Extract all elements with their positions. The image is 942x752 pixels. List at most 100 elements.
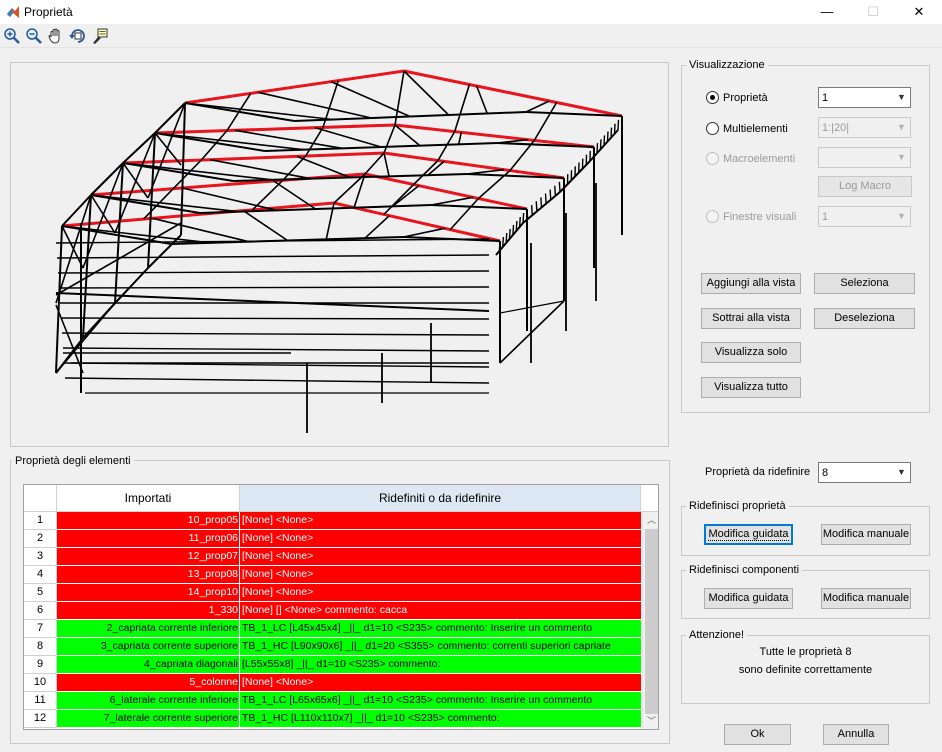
aggiungi-alla-vista-button[interactable]: Aggiungi alla vista bbox=[701, 273, 801, 294]
table-row[interactable]: 2 11_prop06 [None] <None> bbox=[24, 530, 641, 548]
modifica-guidata-componenti-button[interactable]: Modifica guidata bbox=[704, 588, 793, 609]
proprieta-select[interactable]: 1 ▼ bbox=[818, 87, 911, 108]
maximize-button: ☐ bbox=[867, 4, 879, 19]
proprieta-da-ridefinire-label: Proprietà da ridefinire bbox=[705, 466, 811, 478]
ok-button[interactable]: Ok bbox=[724, 724, 791, 745]
proprieta-label: Proprietà bbox=[723, 92, 768, 104]
deseleziona-button[interactable]: Deseleziona bbox=[814, 308, 915, 329]
matlab-logo-icon bbox=[7, 6, 19, 18]
chevron-down-icon: ▼ bbox=[897, 467, 906, 477]
rotate-3d-icon[interactable] bbox=[68, 26, 88, 46]
proprieta-radio[interactable] bbox=[706, 91, 719, 104]
redefined-cell[interactable]: [None] <None> bbox=[240, 548, 641, 566]
ridefinisci-componenti-title: Ridefinisci componenti bbox=[686, 564, 803, 576]
minimize-button[interactable]: — bbox=[820, 4, 834, 19]
redefined-cell[interactable]: TB_1_HC [L90x90x6] _||_ d1=20 <S355> com… bbox=[240, 638, 641, 656]
proprieta-da-ridefinire-select[interactable]: 8 ▼ bbox=[818, 462, 911, 483]
visualizza-tutto-button[interactable]: Visualizza tutto bbox=[701, 377, 801, 398]
properties-table[interactable]: Importati Ridefiniti o da ridefinire 1 10… bbox=[23, 484, 659, 730]
imported-cell[interactable]: 14_prop10 bbox=[57, 584, 240, 602]
column-header-ridefiniti[interactable]: Ridefiniti o da ridefinire bbox=[240, 485, 641, 512]
scroll-up-icon[interactable]: ︿ bbox=[646, 515, 656, 525]
redefined-cell[interactable]: TB_1_HC [L110x110x7] _||_ d1=10 <S235> c… bbox=[240, 710, 641, 728]
imported-cell[interactable]: 2_capriata corrente inferiore bbox=[57, 620, 240, 638]
row-number: 8 bbox=[24, 638, 57, 656]
attenzione-message-line1: Tutte le proprietà 8 bbox=[759, 646, 852, 658]
close-button[interactable]: ✕ bbox=[913, 4, 925, 19]
imported-cell[interactable]: 3_capriata corrente superiore bbox=[57, 638, 240, 656]
table-corner-header bbox=[24, 485, 57, 512]
table-row[interactable]: 12 7_laterale corrente superiore TB_1_HC [… bbox=[24, 710, 641, 728]
redefined-cell[interactable]: [None] <None> bbox=[240, 674, 641, 692]
redefined-cell[interactable]: [L55x55x8] _||_ d1=10 <S235> commento: bbox=[240, 656, 641, 674]
table-row[interactable]: 11 6_laterale corrente inferiore TB_1_LC [… bbox=[24, 692, 641, 710]
row-number: 6 bbox=[24, 602, 57, 620]
zoom-in-icon[interactable] bbox=[2, 26, 22, 46]
redefined-cell[interactable]: [None] [] <None> commento: cacca bbox=[240, 602, 641, 620]
attenzione-message-line2: sono definite correttamente bbox=[738, 664, 873, 676]
redefined-cell[interactable]: [None] <None> bbox=[240, 584, 641, 602]
row-number: 2 bbox=[24, 530, 57, 548]
table-row[interactable]: 8 3_capriata corrente superiore TB_1_HC [L… bbox=[24, 638, 641, 656]
table-header-filler bbox=[641, 485, 658, 512]
row-number: 7 bbox=[24, 620, 57, 638]
table-row[interactable]: 1 10_prop05 [None] <None> bbox=[24, 512, 641, 530]
table-row[interactable]: 3 12_prop07 [None] <None> bbox=[24, 548, 641, 566]
row-number: 3 bbox=[24, 548, 57, 566]
data-cursor-icon[interactable] bbox=[90, 26, 110, 46]
redefined-cell[interactable]: TB_1_LC [L65x65x6] _||_ d1=10 <S235> com… bbox=[240, 692, 641, 710]
figure-toolbar bbox=[0, 24, 942, 48]
table-scrollbar[interactable]: ︿ ﹀ bbox=[642, 512, 658, 729]
chevron-down-icon: ▼ bbox=[897, 152, 906, 162]
table-row[interactable]: 10 5_colonne [None] <None> bbox=[24, 674, 641, 692]
macroelementi-radio bbox=[706, 152, 719, 165]
attenzione-title: Attenzione! bbox=[686, 629, 748, 641]
table-row[interactable]: 4 13_prop08 [None] <None> bbox=[24, 566, 641, 584]
structure-3d-plot[interactable] bbox=[10, 62, 669, 447]
redefined-cell[interactable]: [None] <None> bbox=[240, 512, 641, 530]
scrollbar-thumb[interactable] bbox=[645, 529, 658, 714]
sottrai-alla-vista-button[interactable]: Sottrai alla vista bbox=[701, 308, 801, 329]
modifica-manuale-proprieta-button[interactable]: Modifica manuale bbox=[821, 524, 911, 545]
imported-cell[interactable]: 5_colonne bbox=[57, 674, 240, 692]
table-row[interactable]: 7 2_capriata corrente inferiore TB_1_LC [L… bbox=[24, 620, 641, 638]
ridefinisci-proprieta-group bbox=[681, 506, 930, 556]
row-number: 12 bbox=[24, 710, 57, 728]
zoom-out-icon[interactable] bbox=[24, 26, 44, 46]
column-header-importati[interactable]: Importati bbox=[57, 485, 240, 512]
imported-cell[interactable]: 11_prop06 bbox=[57, 530, 240, 548]
multielementi-label: Multielementi bbox=[723, 123, 788, 135]
chevron-down-icon: ▼ bbox=[897, 122, 906, 132]
annulla-button[interactable]: Annulla bbox=[823, 724, 889, 745]
log-macro-button: Log Macro bbox=[818, 176, 912, 197]
visualizza-solo-button[interactable]: Visualizza solo bbox=[701, 342, 801, 363]
imported-cell[interactable]: 12_prop07 bbox=[57, 548, 240, 566]
ridefinisci-proprieta-title: Ridefinisci proprietà bbox=[686, 500, 789, 512]
multielementi-radio[interactable] bbox=[706, 122, 719, 135]
redefined-cell[interactable]: [None] <None> bbox=[240, 566, 641, 584]
pan-hand-icon[interactable] bbox=[46, 26, 66, 46]
ridefinisci-componenti-group bbox=[681, 570, 930, 619]
table-row[interactable]: 5 14_prop10 [None] <None> bbox=[24, 584, 641, 602]
imported-cell[interactable]: 7_laterale corrente superiore bbox=[57, 710, 240, 728]
table-row[interactable]: 9 4_capriata diagonali [L55x55x8] _||_ d1=… bbox=[24, 656, 641, 674]
imported-cell[interactable]: 4_capriata diagonali bbox=[57, 656, 240, 674]
scroll-down-icon[interactable]: ﹀ bbox=[646, 716, 656, 726]
redefined-cell[interactable]: [None] <None> bbox=[240, 530, 641, 548]
multielementi-select-value: 1:|20| bbox=[822, 122, 850, 134]
modifica-guidata-proprieta-button[interactable]: Modifica guidata bbox=[704, 524, 793, 545]
row-number: 9 bbox=[24, 656, 57, 674]
imported-cell[interactable]: 13_prop08 bbox=[57, 566, 240, 584]
seleziona-button[interactable]: Seleziona bbox=[814, 273, 915, 294]
imported-cell[interactable]: 1_330 bbox=[57, 602, 240, 620]
row-number: 4 bbox=[24, 566, 57, 584]
proprieta-elementi-group bbox=[10, 460, 670, 744]
chevron-down-icon: ▼ bbox=[897, 92, 906, 102]
imported-cell[interactable]: 6_laterale corrente inferiore bbox=[57, 692, 240, 710]
imported-cell[interactable]: 10_prop05 bbox=[57, 512, 240, 530]
redefined-cell[interactable]: TB_1_LC [L45x45x4] _||_ d1=10 <S235> com… bbox=[240, 620, 641, 638]
visualizzazione-title: Visualizzazione bbox=[686, 59, 768, 71]
proprieta-da-ridefinire-value: 8 bbox=[822, 467, 829, 479]
table-row[interactable]: 6 1_330 [None] [] <None> commento: cacca bbox=[24, 602, 641, 620]
modifica-manuale-componenti-button[interactable]: Modifica manuale bbox=[821, 588, 911, 609]
